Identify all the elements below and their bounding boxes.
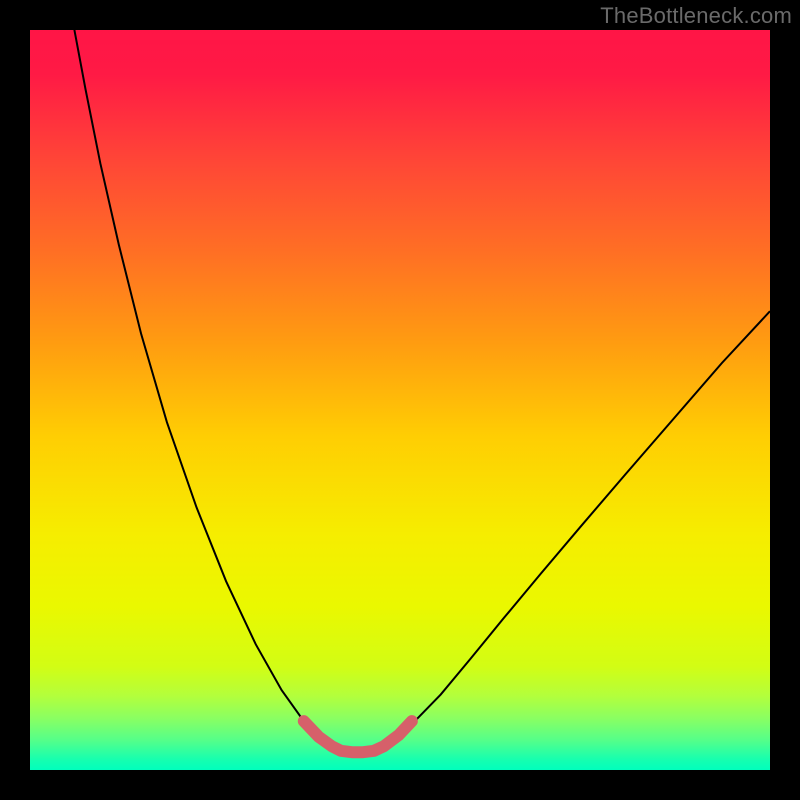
chart-stage: TheBottleneck.com	[0, 0, 800, 800]
chart-background	[30, 30, 770, 770]
bottleneck-chart	[0, 0, 800, 800]
watermark-label: TheBottleneck.com	[600, 0, 800, 29]
